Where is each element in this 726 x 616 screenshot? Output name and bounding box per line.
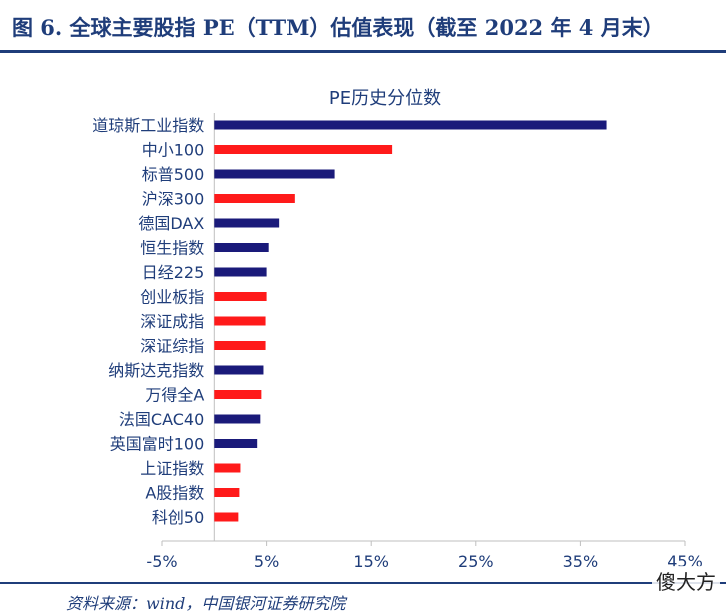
- category-label: 上证指数: [140, 459, 204, 478]
- x-tick-label: 15%: [353, 552, 389, 571]
- bar: [214, 512, 239, 522]
- category-label: 深证成指: [140, 312, 204, 331]
- bar: [214, 120, 607, 130]
- category-label: 德国DAX: [138, 214, 204, 233]
- bar: [214, 194, 295, 203]
- category-label: 深证综指: [140, 337, 204, 356]
- category-label: 科创50: [152, 508, 204, 527]
- x-tick-label: -5%: [146, 552, 177, 571]
- category-label: 万得全A: [145, 386, 204, 405]
- watermark: 傻大方: [652, 566, 720, 595]
- category-label: A股指数: [145, 484, 204, 503]
- bar: [214, 145, 393, 154]
- bar: [214, 463, 241, 473]
- bar: [214, 169, 335, 179]
- bar: [214, 267, 267, 277]
- category-label: 纳斯达克指数: [108, 361, 204, 380]
- x-tick-label: 25%: [458, 552, 494, 571]
- x-tick-label: 35%: [563, 552, 599, 571]
- category-label: 标普500: [142, 165, 205, 184]
- bar: [214, 414, 261, 424]
- category-label: 创业板指: [140, 288, 204, 307]
- category-label: 道琼斯工业指数: [92, 116, 204, 135]
- bar: [214, 439, 258, 448]
- bar: [214, 292, 267, 301]
- bar: [214, 365, 264, 375]
- bar: [214, 341, 266, 350]
- bar: [214, 243, 269, 252]
- category-label: 法国CAC40: [119, 410, 204, 429]
- x-tick-label: 5%: [254, 552, 279, 571]
- category-label: 中小100: [142, 141, 205, 160]
- bar: [214, 390, 262, 399]
- bar-chart: PE历史分位数 -5% 5% 15% 25% 35% 45% 道琼斯工业指数 中小100 标普5…: [0, 60, 726, 580]
- bar: [214, 218, 280, 228]
- category-label: 日经225: [142, 263, 205, 282]
- chart-canvas: PE历史分位数 -5% 5% 15% 25% 35% 45%道琼斯工业指数中小100标普5…: [92, 88, 702, 571]
- bar: [214, 488, 240, 497]
- category-label: 沪深300: [142, 190, 205, 209]
- figure-title: 图 6. 全球主要股指 PE（TTM）估值表现（截至 2022 年 4 月末）: [12, 15, 664, 40]
- category-label: 英国富时100: [110, 435, 205, 454]
- bar: [214, 316, 266, 326]
- category-label: 恒生指数: [140, 239, 204, 258]
- title-divider: [0, 50, 726, 53]
- footer-divider: [0, 582, 726, 584]
- source-note: 资料来源：wind，中国银河证券研究院: [66, 594, 346, 613]
- chart-title: PE历史分位数: [329, 88, 441, 109]
